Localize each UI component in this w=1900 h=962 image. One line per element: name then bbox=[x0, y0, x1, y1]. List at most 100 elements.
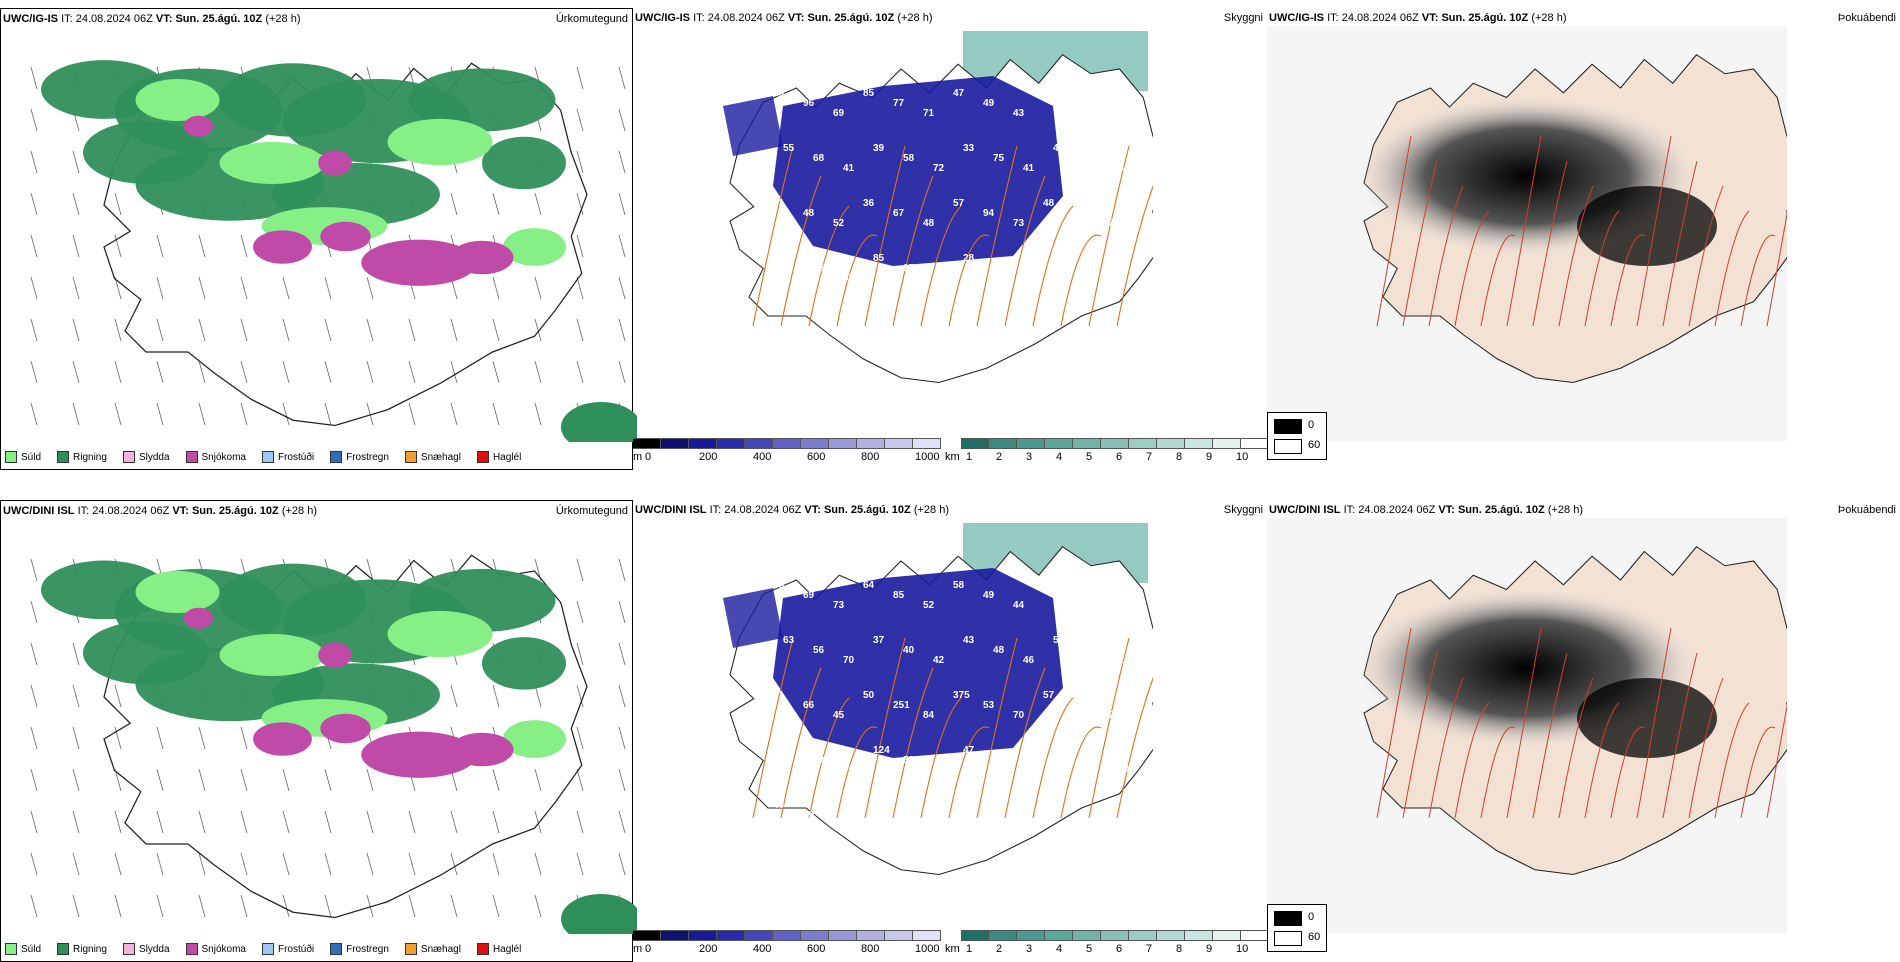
wind-barb bbox=[198, 852, 206, 876]
cloud-base-label: 46 bbox=[1113, 163, 1125, 174]
wind-barb bbox=[72, 360, 80, 384]
fog-swatch-low bbox=[1274, 439, 1302, 454]
cloud-base-label: 28 bbox=[963, 253, 975, 264]
cloud-base-label: 59 bbox=[803, 810, 815, 821]
colorbar-segment bbox=[913, 930, 941, 941]
fog-index-map[interactable] bbox=[1267, 26, 1787, 441]
wind-barb bbox=[30, 318, 38, 342]
wind-barb bbox=[492, 894, 500, 918]
cloud-base-label: 41 bbox=[1083, 755, 1095, 766]
road-line bbox=[1116, 676, 1153, 819]
rain-area bbox=[83, 621, 209, 685]
road-line bbox=[1636, 135, 1672, 327]
colorbar-segment bbox=[689, 438, 717, 449]
cloud-base-label: 51 bbox=[1053, 253, 1065, 264]
cloud-base-label: 63 bbox=[933, 765, 945, 776]
cloud-base-label: 201 bbox=[933, 273, 950, 284]
cloud-base-label: 76 bbox=[843, 765, 855, 776]
wind-barb bbox=[198, 810, 206, 834]
wind-barb bbox=[114, 276, 122, 300]
wind-barb bbox=[492, 810, 500, 834]
wind-barb bbox=[240, 360, 248, 384]
fog-index-map[interactable] bbox=[1267, 518, 1787, 933]
precip-type-map[interactable] bbox=[1, 27, 637, 442]
wind-barb bbox=[576, 318, 584, 342]
cloud-base-label: 48 bbox=[923, 218, 935, 229]
wind-barb bbox=[72, 852, 80, 876]
precip-type-map[interactable] bbox=[1, 519, 637, 934]
wind-barb bbox=[576, 192, 584, 216]
wind-barb bbox=[618, 234, 626, 258]
wind-barb bbox=[30, 108, 38, 132]
cloud-base-label: 45 bbox=[1083, 645, 1095, 656]
low-cloud-area bbox=[723, 588, 783, 648]
road-line bbox=[1584, 210, 1620, 327]
colorbar-tick: 0 bbox=[645, 451, 652, 463]
cloud-base-label: 48 bbox=[1043, 198, 1055, 209]
road-line bbox=[1088, 145, 1130, 327]
wind-barb bbox=[492, 852, 500, 876]
wind-barb bbox=[240, 810, 248, 834]
road-line bbox=[892, 667, 934, 819]
road-line bbox=[1428, 677, 1464, 819]
cloud-base-label: 42 bbox=[933, 655, 945, 666]
drizzle-area bbox=[219, 142, 325, 184]
snow-area bbox=[361, 731, 477, 778]
low-cloud-area bbox=[723, 96, 783, 156]
road-line bbox=[1740, 234, 1776, 327]
wind-barb bbox=[618, 600, 626, 624]
wind-barb bbox=[240, 852, 248, 876]
cloud-base-label: 53 bbox=[983, 700, 995, 711]
wind-barb bbox=[72, 726, 80, 750]
wind-barb bbox=[156, 852, 164, 876]
lead-time: (+28 h) bbox=[281, 505, 317, 517]
wind-barb bbox=[618, 66, 626, 90]
wind-barb bbox=[30, 360, 38, 384]
precip-legend-item: Snæhagl bbox=[404, 451, 461, 463]
precip-header: UWC/DINI ISL IT: 24.08.2024 06Z VT: Sun.… bbox=[3, 505, 317, 517]
wind-barb bbox=[30, 894, 38, 918]
model-name: UWC/DINI ISL bbox=[3, 505, 75, 517]
cloud-base-map[interactable]: 10 96 69 85 77 71 47 49 43 39 40 42 55 68 41 39 58 72 33 75… bbox=[633, 26, 1153, 441]
road-line bbox=[948, 726, 990, 819]
colorbar-tick: 3 bbox=[1026, 943, 1033, 955]
wind-barb bbox=[576, 234, 584, 258]
colorbar-tick: 7 bbox=[1146, 451, 1153, 463]
wind-barb bbox=[324, 810, 332, 834]
colorbar-segment bbox=[1213, 930, 1241, 941]
colorbar-segment bbox=[1045, 438, 1073, 449]
init-time-value: 24.08.2024 06Z bbox=[92, 505, 170, 517]
cloud-base-label: 41 bbox=[1043, 580, 1055, 591]
colorbar-segment bbox=[1185, 438, 1213, 449]
model-name: UWC/DINI ISL bbox=[1269, 504, 1341, 516]
legend-swatch bbox=[57, 943, 70, 955]
colorbar-tick: 1000 bbox=[915, 943, 940, 955]
cloud-base-label: 114 bbox=[1023, 765, 1040, 776]
init-time-value: 24.08.2024 06Z bbox=[724, 504, 802, 516]
cloud-base-label: 43 bbox=[963, 635, 975, 646]
wind-barb bbox=[72, 276, 80, 300]
precip-legend-item: Frostúði bbox=[261, 943, 314, 955]
precip-type-panel: UWC/DINI ISL IT: 24.08.2024 06Z VT: Sun.… bbox=[0, 500, 637, 962]
wind-barb bbox=[534, 684, 542, 708]
cloud-base-map[interactable]: 35 69 73 64 85 52 58 49 44 41 59 67 63 56 70 37 40 42 43 48… bbox=[633, 518, 1153, 933]
colorbar-tick: 800 bbox=[861, 943, 880, 955]
fog-legend-low: 60 bbox=[1308, 439, 1321, 451]
precip-legend-item: Súld bbox=[5, 943, 41, 955]
wind-barb bbox=[156, 402, 164, 426]
wind-barb bbox=[72, 684, 80, 708]
valid-time-value: Sun. 25.ágú. 10Z bbox=[1441, 12, 1529, 24]
wind-barb bbox=[156, 894, 164, 918]
wind-barb bbox=[30, 234, 38, 258]
wind-barb bbox=[576, 726, 584, 750]
wind-barb bbox=[618, 276, 626, 300]
legend-swatch bbox=[261, 943, 274, 955]
colorbar-segment bbox=[857, 438, 885, 449]
drizzle-area bbox=[387, 610, 493, 658]
colorbar-tick: 10 bbox=[1236, 943, 1249, 955]
wind-barb bbox=[534, 894, 542, 918]
colorbar-tick: 400 bbox=[753, 943, 772, 955]
colorbar-tick: 6 bbox=[1116, 451, 1123, 463]
init-time-value: 24.08.2024 06Z bbox=[75, 13, 153, 25]
legend-label: Rigning bbox=[73, 451, 107, 463]
